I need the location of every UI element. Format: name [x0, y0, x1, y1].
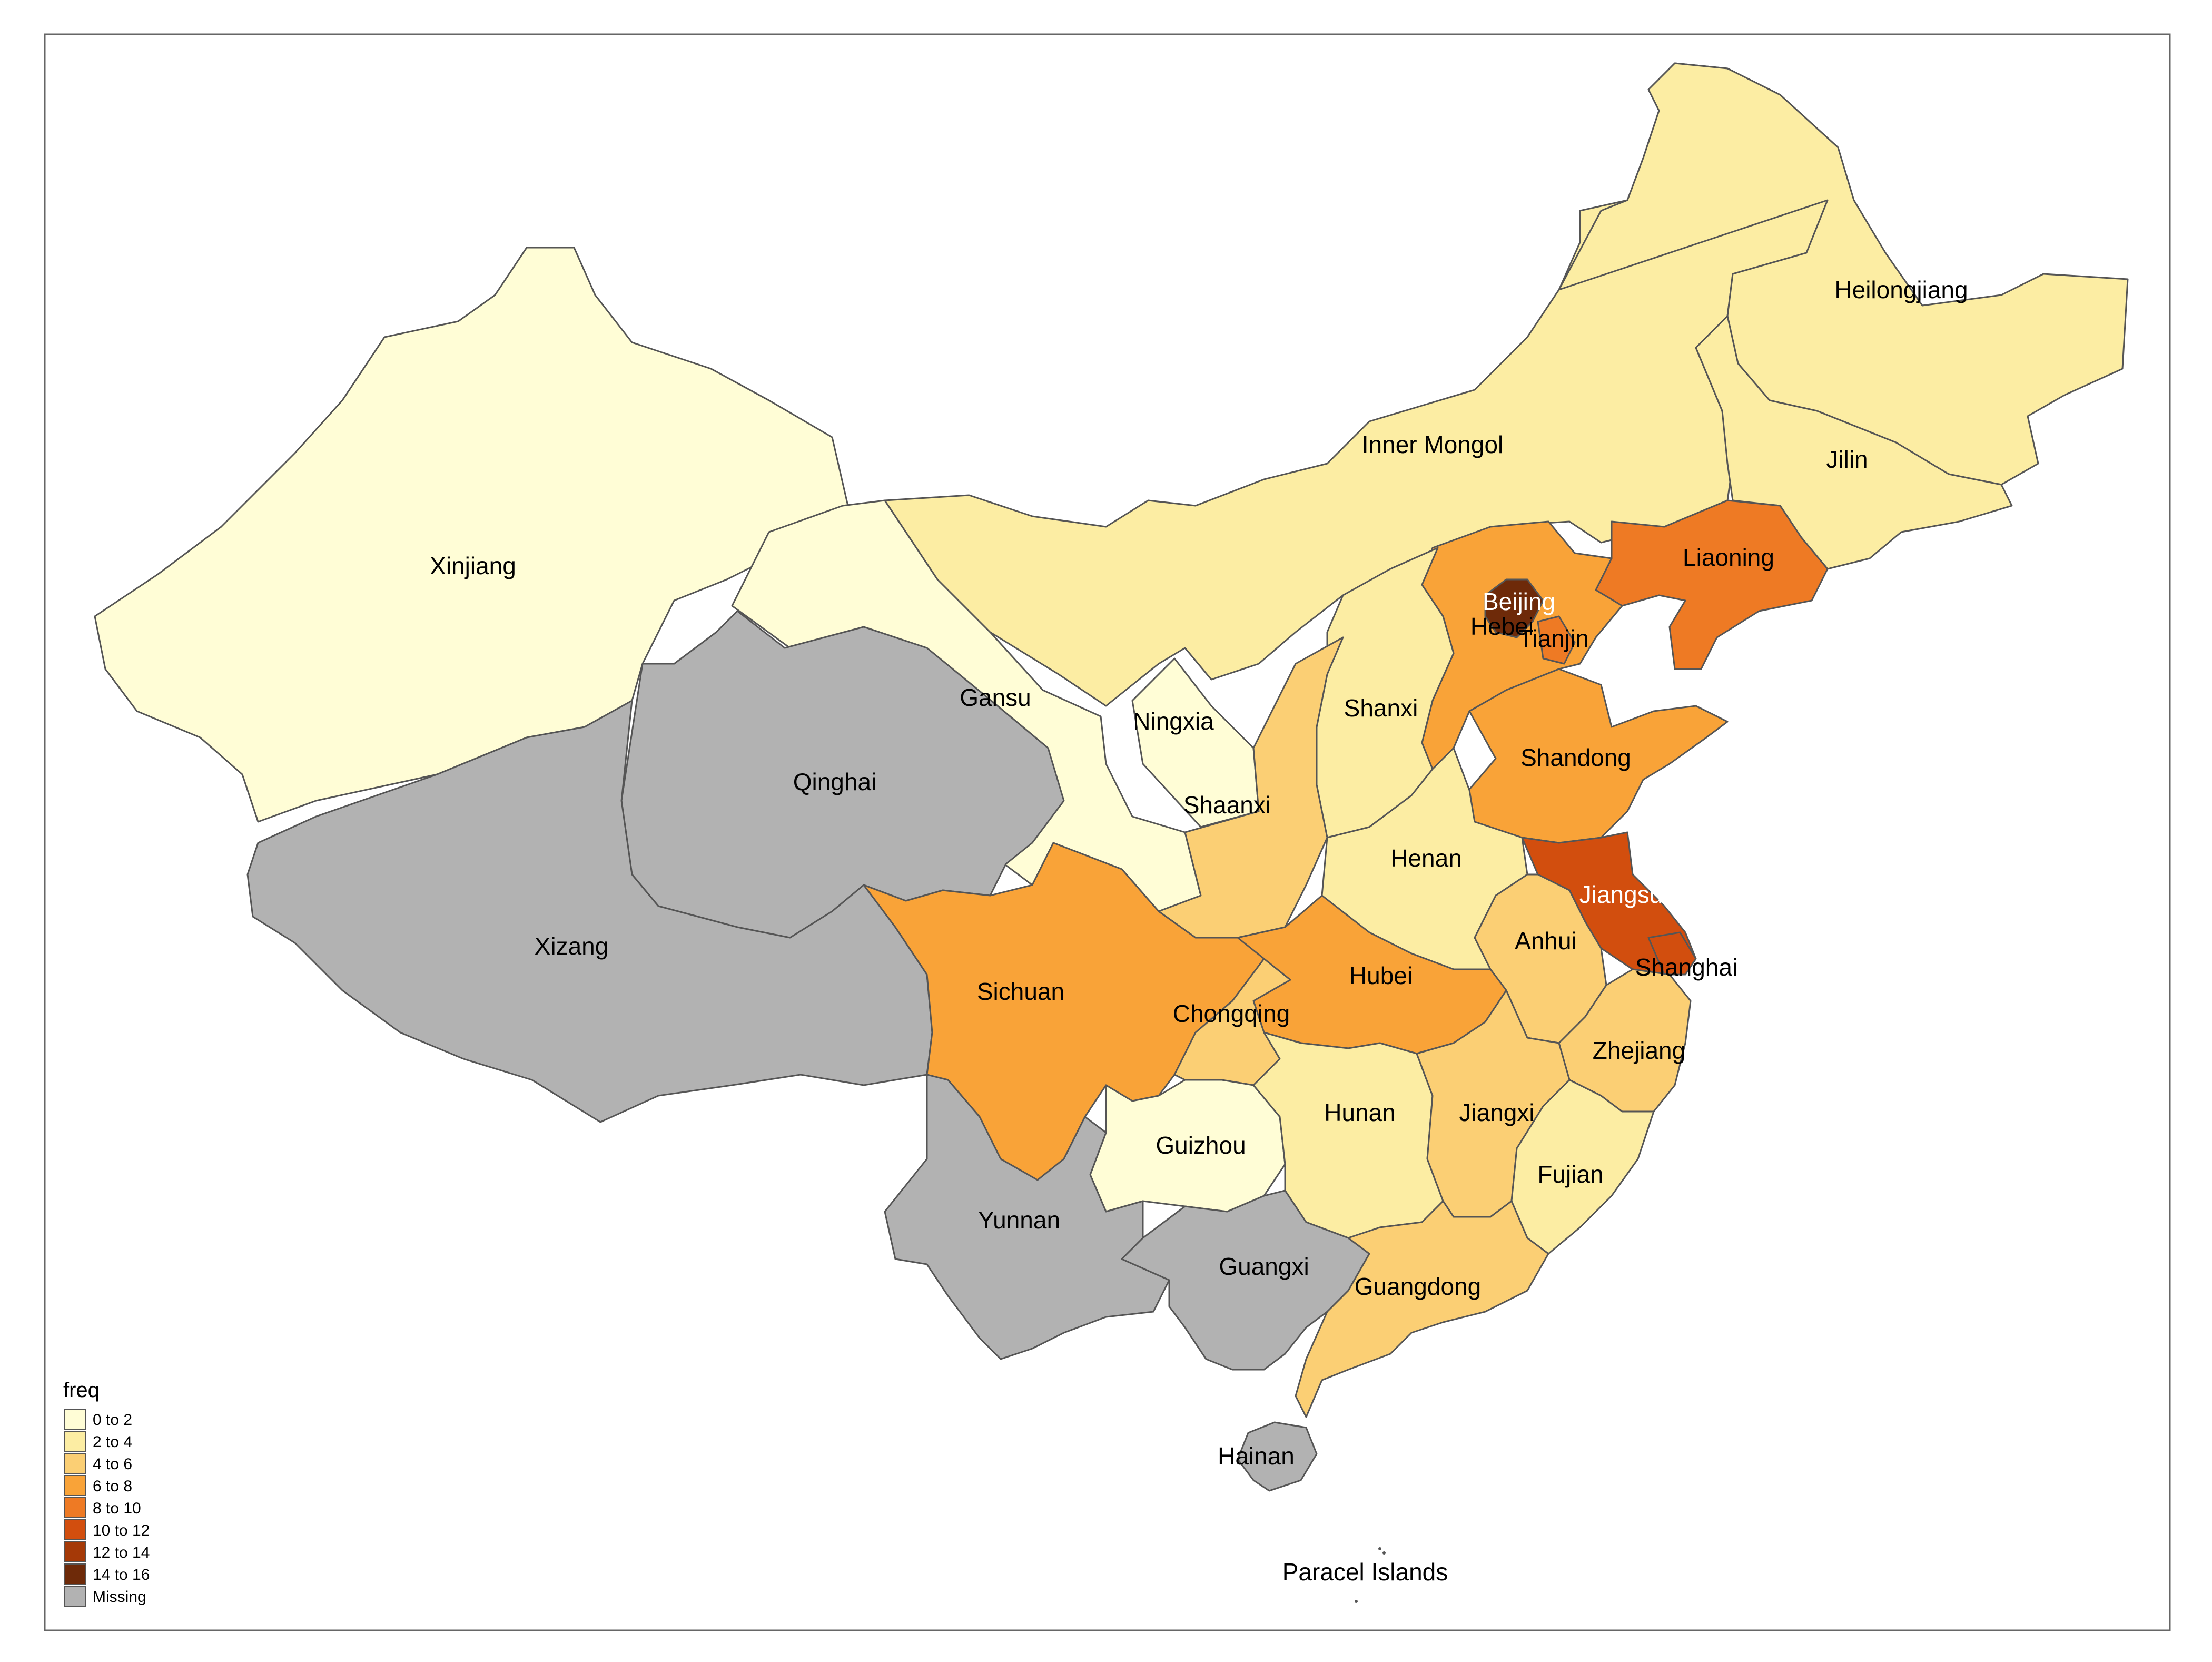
legend-label: Missing — [93, 1588, 146, 1606]
legend-swatch — [64, 1409, 86, 1430]
label-anhui: Anhui — [1515, 927, 1577, 955]
legend-swatch — [64, 1541, 86, 1562]
legend-swatch — [64, 1563, 86, 1585]
label-tianjin: Tianjin — [1518, 625, 1589, 652]
label-hainan: Hainan — [1218, 1442, 1295, 1470]
province-shapes — [94, 62, 2129, 1492]
legend-title: freq — [63, 1379, 100, 1402]
island-dot — [1382, 1551, 1386, 1555]
label-xizang: Xizang — [535, 932, 609, 960]
label-jilin: Jilin — [1826, 446, 1868, 473]
paracel-islands-marks — [1355, 1547, 1386, 1603]
legend-label: 6 to 8 — [93, 1478, 132, 1495]
map-frame — [44, 33, 2171, 1631]
label-qinghai: Qinghai — [793, 768, 877, 795]
legend-swatch — [64, 1475, 86, 1496]
province-shaanxi[interactable] — [1158, 636, 1344, 939]
legend-swatch — [64, 1497, 86, 1518]
province-liaoning[interactable] — [1595, 499, 1829, 670]
province-labels: Xinjiang Gansu Ningxia Qinghai Xizang In… — [430, 276, 1968, 1586]
legend-label: 8 to 10 — [93, 1500, 141, 1517]
legend-label: 14 to 16 — [93, 1566, 150, 1584]
label-paracel-islands: Paracel Islands — [1282, 1558, 1448, 1586]
label-hubei: Hubei — [1349, 962, 1413, 989]
label-heilongjiang: Heilongjiang — [1834, 276, 1968, 303]
island-dot — [1378, 1547, 1381, 1550]
province-guangxi[interactable] — [1121, 1189, 1370, 1371]
label-shandong: Shandong — [1520, 744, 1631, 771]
label-gansu: Gansu — [960, 684, 1031, 711]
label-inner-mongol: Inner Mongol — [1362, 431, 1504, 458]
label-jiangsu: Jiangsu — [1579, 881, 1663, 908]
legend-label: 10 to 12 — [93, 1522, 150, 1539]
legend-label: 12 to 14 — [93, 1544, 150, 1561]
label-shanxi: Shanxi — [1344, 694, 1418, 722]
label-guizhou: Guizhou — [1156, 1132, 1246, 1159]
label-liaoning: Liaoning — [1683, 544, 1774, 571]
label-zhejiang: Zhejiang — [1593, 1037, 1685, 1064]
province-hainan[interactable] — [1237, 1421, 1318, 1492]
label-hebei: Hebei — [1470, 613, 1534, 640]
label-sichuan: Sichuan — [977, 978, 1064, 1005]
label-chongqing: Chongqing — [1173, 1000, 1290, 1027]
label-henan: Henan — [1390, 844, 1462, 872]
legend-swatch — [64, 1586, 86, 1607]
legend-swatch — [64, 1453, 86, 1474]
label-shanghai: Shanghai — [1635, 953, 1737, 981]
legend-label: 4 to 6 — [93, 1456, 132, 1473]
province-guangdong[interactable] — [1295, 1200, 1549, 1418]
label-beijing: Beijing — [1483, 588, 1555, 615]
label-guangdong: Guangdong — [1355, 1273, 1481, 1300]
label-yunnan: Yunnan — [978, 1206, 1060, 1234]
legend-label: 2 to 4 — [93, 1433, 132, 1451]
label-fujian: Fujian — [1537, 1161, 1603, 1188]
legend: freq 0 to 2 2 to 4 4 to 6 6 to 8 8 to 10 10 t… — [63, 1379, 150, 1607]
island-dot — [1355, 1600, 1358, 1603]
label-jiangxi: Jiangxi — [1459, 1099, 1534, 1126]
legend-label: 0 to 2 — [93, 1411, 132, 1429]
label-ningxia: Ningxia — [1133, 707, 1214, 735]
legend-swatch — [64, 1519, 86, 1540]
province-beijing[interactable] — [1484, 578, 1544, 638]
label-hunan: Hunan — [1324, 1099, 1396, 1126]
province-tianjin[interactable] — [1537, 615, 1576, 665]
label-shaanxi: Shaanxi — [1183, 791, 1271, 819]
legend-swatch — [64, 1431, 86, 1452]
label-guangxi: Guangxi — [1219, 1253, 1309, 1280]
province-shanghai[interactable] — [1647, 931, 1697, 976]
label-xinjiang: Xinjiang — [430, 552, 516, 579]
